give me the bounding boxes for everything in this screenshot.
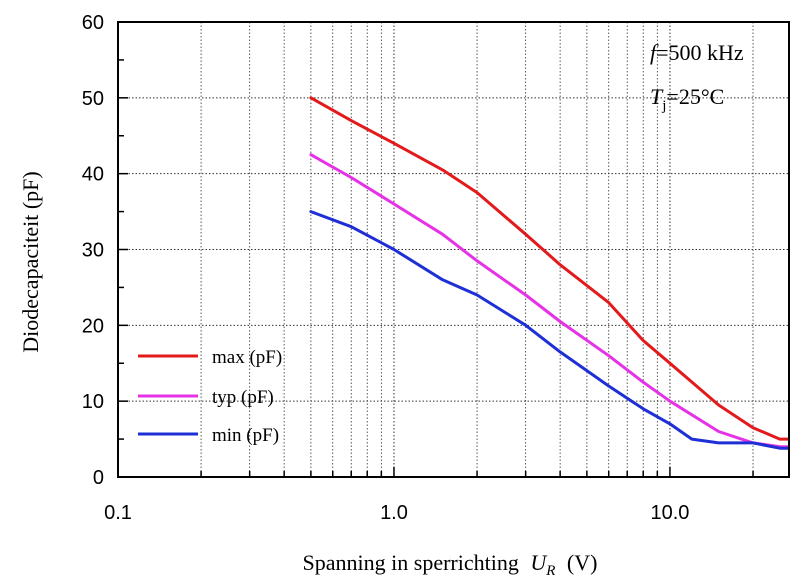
grid [118, 22, 789, 477]
x-axis-title-unit: (V) [567, 550, 598, 575]
y-tick-label: 40 [82, 164, 104, 186]
x-axis-title-text: Spanning in sperrichting [303, 550, 519, 575]
y-tick-label: 60 [82, 12, 104, 34]
x-tick-label: 0.1 [104, 502, 132, 524]
y-tick-label: 10 [82, 391, 104, 413]
frequency-symbol: f [650, 40, 659, 65]
series-lines [309, 96, 790, 450]
legend-label-min: min (pF) [212, 425, 279, 446]
temperature-value: =25°C [666, 84, 724, 109]
temperature-symbol: T [650, 84, 664, 109]
y-tick-label: 50 [82, 88, 104, 110]
legend-label-max: max (pF) [212, 347, 282, 368]
annotations: f=500 kHz Tj=25°C [650, 40, 744, 114]
x-tick-label: 10.0 [650, 502, 689, 524]
y-tick-label: 20 [82, 315, 104, 337]
legend-label-typ: typ (pF) [212, 387, 274, 408]
y-tick-label: 30 [82, 240, 104, 262]
x-tick-label: 1.0 [380, 502, 408, 524]
x-axis-title: Spanning in sperrichting UR (V) [303, 550, 598, 580]
legend: max (pF) typ (pF) min (pF) [138, 347, 282, 446]
x-axis-title-subscript: R [545, 563, 555, 579]
y-axis-title: Diodecapaciteit (pF) [18, 171, 43, 352]
series-line-max [309, 96, 790, 441]
frequency-value: =500 kHz [656, 40, 744, 65]
frequency-annotation: f=500 kHz [650, 40, 744, 65]
temperature-subscript: j [661, 98, 666, 114]
axis-ticks [118, 21, 754, 478]
y-tick-label: 0 [93, 467, 104, 489]
series-line-min [309, 210, 790, 450]
tick-labels: 0 10 20 30 40 50 60 0.1 1.0 10.0 [82, 12, 690, 524]
x-axis-title-symbol: U [530, 550, 548, 575]
series-line-typ [309, 153, 790, 449]
temperature-annotation: Tj=25°C [650, 84, 724, 114]
